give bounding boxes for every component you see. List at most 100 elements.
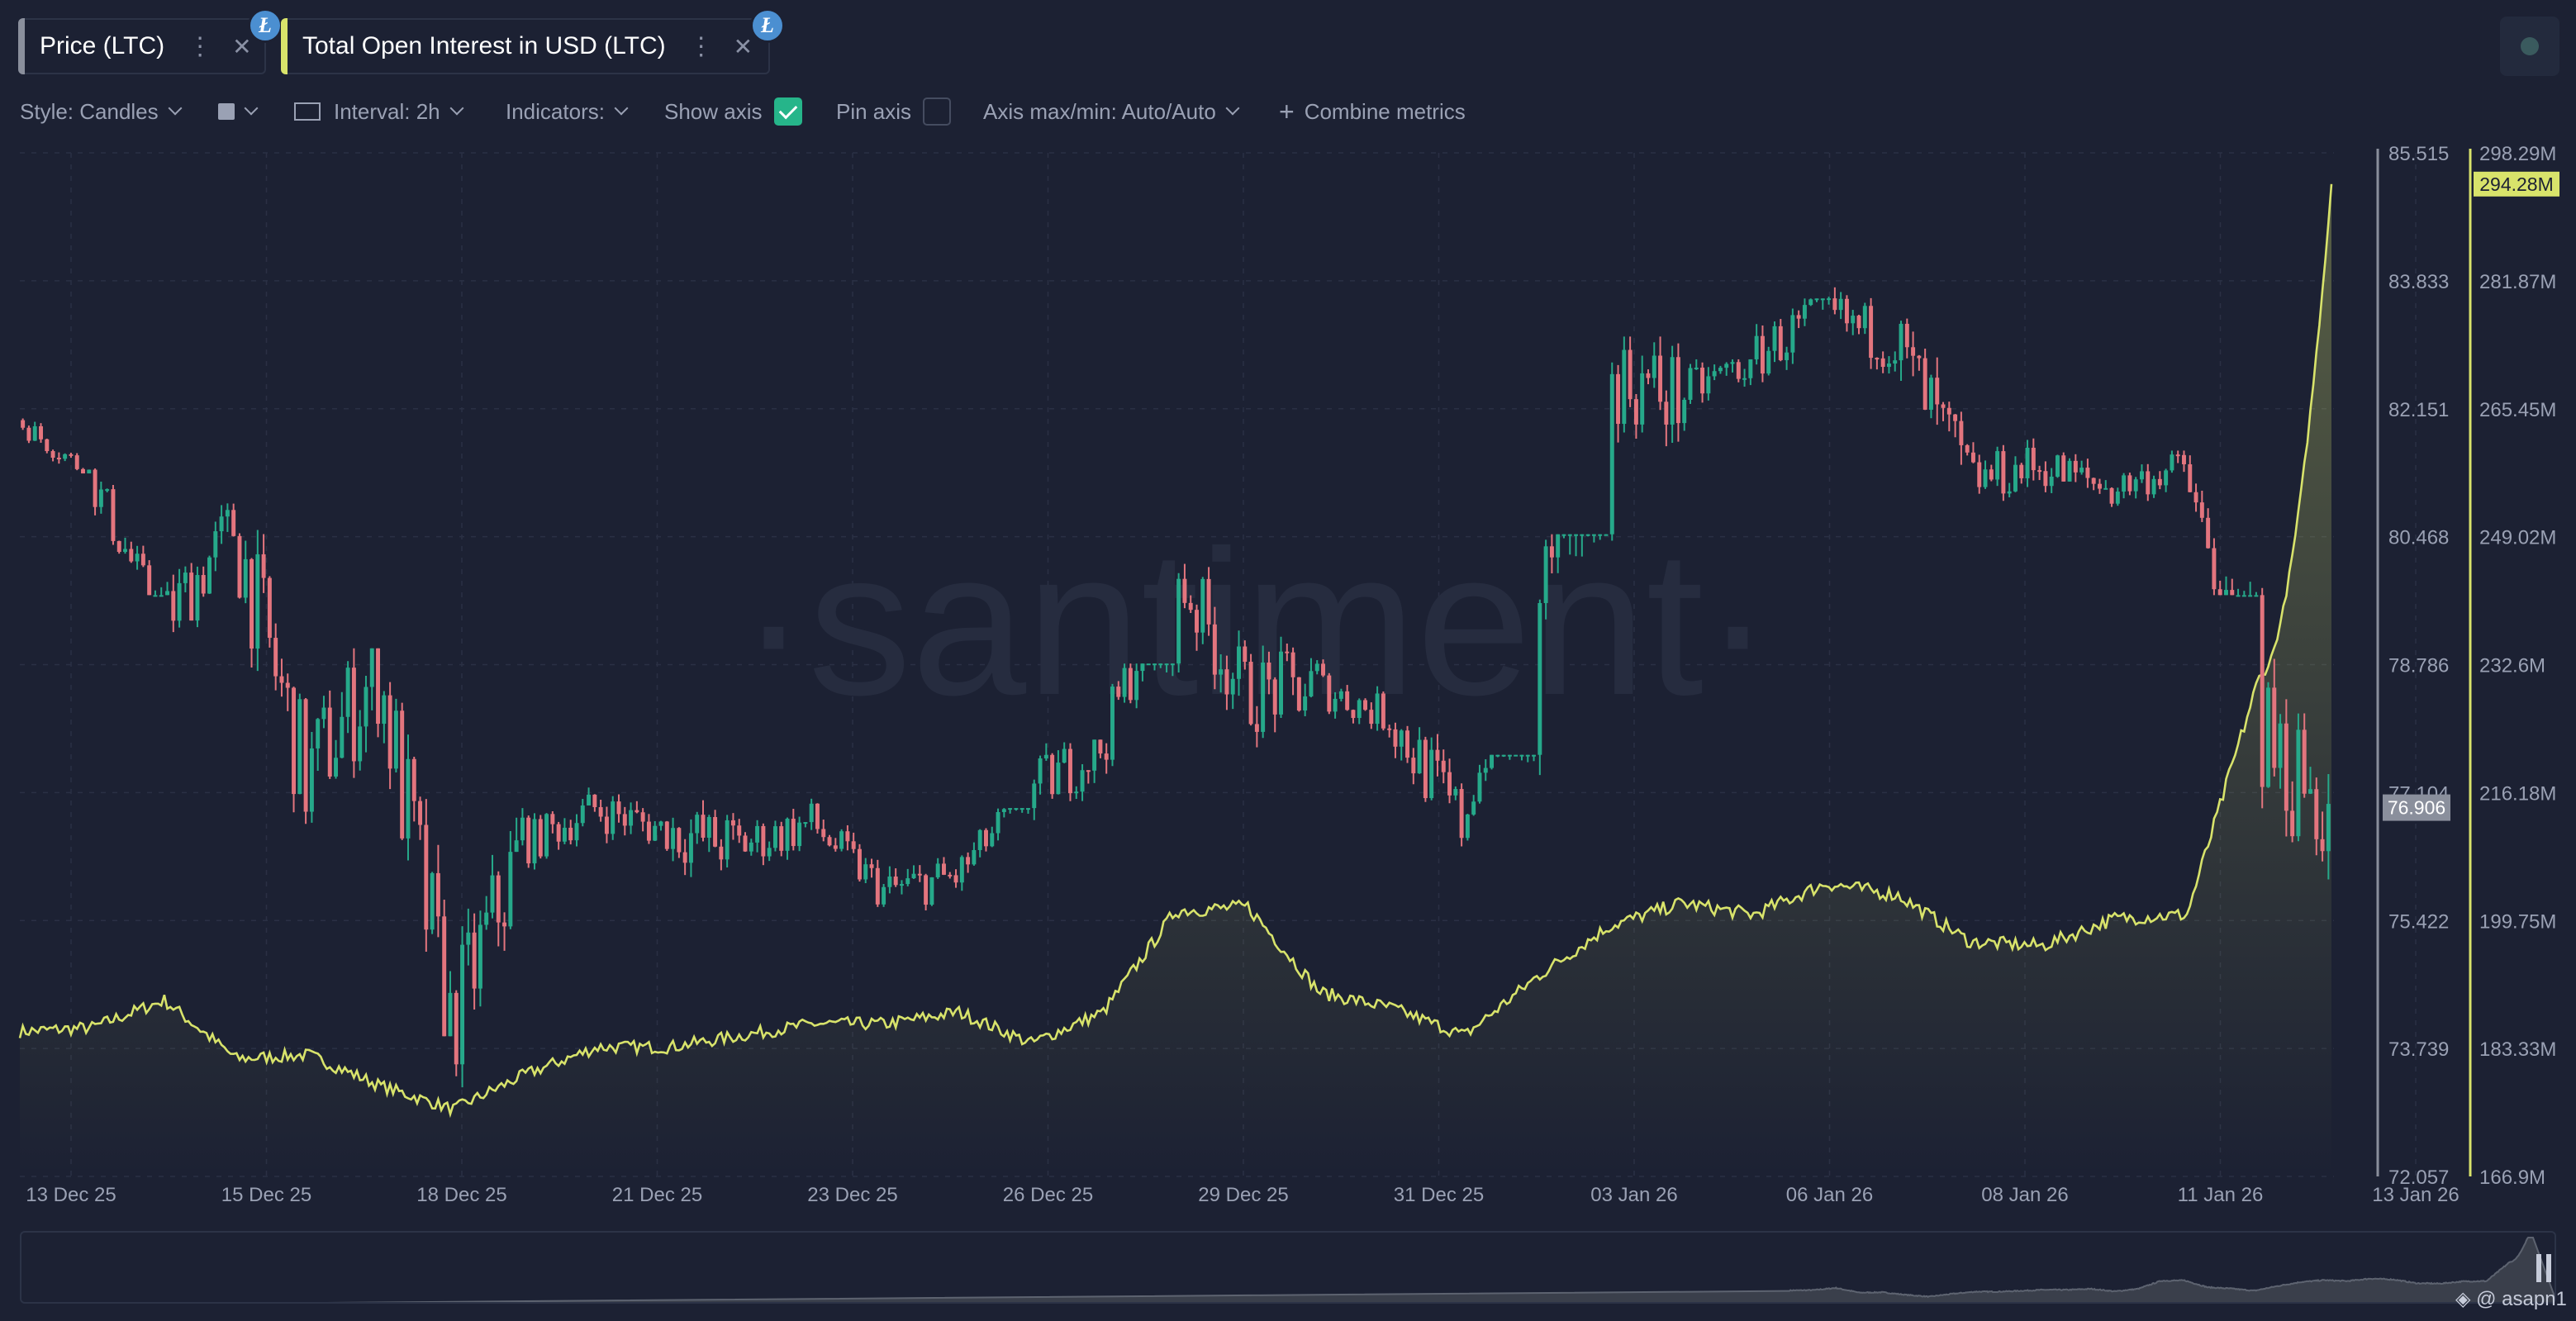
price-candle [815, 803, 820, 834]
price-candle [1664, 390, 1669, 447]
price-candle [406, 734, 411, 861]
price-candle [1261, 645, 1266, 739]
litecoin-icon: Ł [750, 8, 785, 43]
x-tick-label: 13 Jan 26 [2372, 1184, 2459, 1206]
price-candle [983, 828, 988, 852]
price-candle [2206, 508, 2211, 549]
price-candle [1970, 442, 1975, 463]
litecoin-icon: Ł [248, 8, 283, 43]
price-candle [147, 560, 152, 596]
price-candle [629, 802, 634, 834]
price-candle [201, 566, 206, 597]
price-candle [496, 871, 501, 947]
checkbox-checked-icon[interactable] [773, 97, 802, 126]
more-options-icon[interactable]: ⋮ [188, 32, 213, 60]
x-tick-label: 03 Jan 26 [1590, 1184, 1677, 1206]
navigator-handle[interactable] [2536, 1254, 2556, 1282]
price-candle [316, 718, 321, 772]
price-candle [1899, 321, 1903, 382]
price-candle [250, 558, 254, 668]
price-candle [882, 884, 886, 907]
time-range-navigator[interactable] [20, 1231, 2556, 1304]
price-candle [1267, 651, 1271, 695]
price-candle [2019, 463, 2024, 484]
price-candle [1953, 414, 1958, 438]
x-tick-label: 11 Jan 26 [2178, 1184, 2264, 1206]
price-candle [1128, 663, 1133, 704]
price-candle [1736, 359, 1741, 383]
interval-dropdown[interactable]: Interval: 2h [294, 93, 464, 131]
price-candle [1357, 698, 1362, 725]
price-last-label: 76.906 [2388, 797, 2445, 819]
price-candle [520, 808, 525, 846]
price-candle [321, 696, 326, 729]
oi-tick-label: 265.45M [2479, 399, 2556, 421]
open-interest-series [18, 183, 2333, 1176]
checkbox-unchecked-icon[interactable] [923, 97, 952, 126]
oi-axis-ticks: 298.29M 281.87M 265.45M 249.02M 232.6M 216.18… [2479, 143, 2556, 1189]
price-candle [935, 858, 940, 879]
price-candle [1814, 298, 1819, 302]
price-candle [797, 816, 802, 852]
price-candle [466, 908, 471, 966]
price-candle [400, 702, 405, 840]
price-candle [1628, 336, 1633, 407]
price-candle [1532, 754, 1537, 762]
show-axis-toggle[interactable]: Show axis [664, 93, 802, 131]
price-candle [502, 912, 507, 951]
price-candle [1393, 722, 1398, 758]
price-tick-label: 75.422 [2388, 910, 2449, 933]
combine-metrics-button[interactable]: + Combine metrics [1279, 93, 1466, 131]
oi-tick-label: 166.9M [2479, 1167, 2545, 1189]
price-candle [532, 813, 537, 870]
price-candle [1983, 460, 1988, 489]
price-candle [442, 899, 447, 1037]
price-candle [87, 469, 92, 474]
indicators-dropdown[interactable]: Indicators: [506, 93, 629, 131]
price-candle [2314, 777, 2319, 856]
x-tick-label: 15 Dec 25 [221, 1184, 311, 1206]
price-candle [2025, 440, 2030, 487]
price-candle [646, 814, 651, 844]
price-candle [1718, 365, 1723, 374]
price-candle [2122, 473, 2127, 499]
price-candle [1820, 298, 1825, 310]
axis-maxmin-dropdown[interactable]: Axis max/min: Auto/Auto [983, 93, 1240, 131]
close-icon[interactable]: ✕ [232, 33, 252, 59]
price-candle [1327, 672, 1332, 715]
price-candle [1483, 759, 1488, 782]
close-icon[interactable]: ✕ [733, 33, 753, 59]
price-candle [1043, 743, 1048, 761]
tab-open-interest[interactable]: Total Open Interest in USD (LTC) ⋮ ✕ Ł [281, 8, 785, 74]
price-candle [2254, 592, 2259, 597]
oi-tick-label: 249.02M [2479, 527, 2556, 549]
more-options-icon[interactable]: ⋮ [688, 32, 714, 60]
price-candle [2308, 767, 2312, 795]
style-dropdown[interactable]: Style: Candles [20, 93, 183, 131]
price-candle [1724, 362, 1729, 376]
oi-line [18, 183, 2333, 1119]
price-candle [2248, 582, 2253, 597]
pin-axis-toggle[interactable]: Pin axis [836, 93, 952, 131]
last-value-badges: 76.906 294.28M [2383, 171, 2559, 821]
oi-tick-label: 298.29M [2479, 143, 2556, 165]
price-candle [1989, 464, 1994, 482]
price-candle [1068, 743, 1072, 801]
price-candle [1338, 688, 1343, 702]
price-candle [1351, 709, 1356, 724]
color-dropdown[interactable] [218, 93, 259, 131]
price-candle [213, 521, 218, 572]
price-candle [1200, 577, 1205, 644]
price-candle [1243, 640, 1248, 670]
tab-price-ltc[interactable]: Price (LTC) ⋮ ✕ Ł [18, 8, 283, 74]
price-candle [2188, 455, 2193, 492]
price-candle [2284, 699, 2288, 837]
price-candle [611, 796, 615, 840]
settings-button[interactable] [2500, 17, 2559, 76]
pin-axis-label: Pin axis [836, 98, 912, 124]
price-candle [45, 438, 50, 454]
price-candle [171, 574, 176, 633]
price-tick-label: 83.833 [2388, 271, 2449, 293]
price-candle [562, 818, 567, 844]
